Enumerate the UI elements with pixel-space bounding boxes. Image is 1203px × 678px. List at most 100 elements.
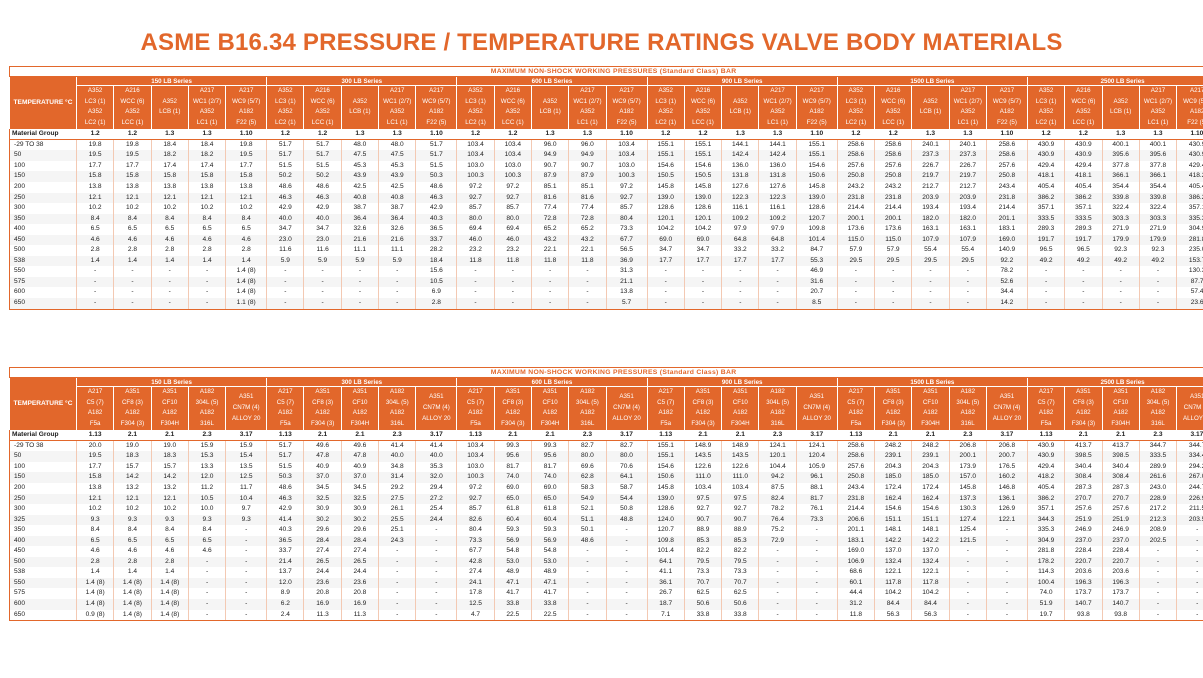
- pressure-cell: 60.1: [836, 577, 875, 589]
- pressure-cell: 155.1: [646, 139, 685, 151]
- pressure-cell: -: [1138, 266, 1177, 277]
- pressure-cell: -: [911, 287, 950, 299]
- pressure-cell: 128.6: [646, 203, 685, 214]
- pressure-cell: 11.8: [456, 255, 495, 267]
- pressure-cell: 17.7: [75, 160, 114, 172]
- pressure-cell: -: [1101, 298, 1140, 310]
- temperature-header: TEMPERATURE °C: [9, 76, 77, 129]
- pressure-cell: -: [415, 588, 457, 600]
- pressure-cell: 405.4: [1026, 483, 1065, 494]
- pressure-cell: -: [1064, 276, 1103, 288]
- pressure-cell: -: [1138, 276, 1177, 288]
- pressure-cell: -: [225, 535, 267, 547]
- pressure-cell: 72.8: [530, 213, 569, 225]
- pressure-cell: -: [1138, 599, 1177, 610]
- pressure-cell: 1.4 (8): [225, 287, 267, 299]
- pressure-cell: -: [1026, 287, 1065, 299]
- pressure-cell: 100.3: [456, 171, 495, 182]
- pressure-cell: 26.5: [303, 556, 342, 568]
- pressure-cell: 70.7: [683, 577, 722, 589]
- pressure-cell: -: [568, 567, 607, 578]
- pressure-cell: 13.8: [113, 182, 152, 193]
- pressure-cell: 47.8: [340, 451, 379, 462]
- pressure-cell: 246.9: [1064, 525, 1103, 536]
- pressure-cell: 62.8: [568, 472, 607, 483]
- pressure-cell: 6.5: [187, 224, 226, 235]
- table-row: 400 6.5 6.5 6.5 6.5-36.5 28.4 28.4 24.3-73.3 56.…: [9, 535, 1203, 547]
- material-group-value: 1.3: [151, 128, 189, 140]
- pressure-cell: 11.8: [493, 255, 532, 267]
- pressure-cell: 46.3: [266, 493, 304, 505]
- pressure-cell: 47.8: [303, 451, 342, 462]
- pressure-cell: 85.3: [683, 535, 722, 547]
- pressure-cell: -: [605, 588, 648, 600]
- pressure-cell: 196.3: [1101, 577, 1140, 589]
- pressure-cell: 386.2: [1064, 192, 1103, 204]
- pressure-cell: 203.6: [1064, 567, 1103, 578]
- pressure-cell: 26.5: [340, 556, 379, 568]
- pressure-cell: 2.8: [113, 556, 152, 568]
- pressure-cell: 54.8: [530, 546, 569, 557]
- pressure-cell: 27.2: [415, 493, 457, 505]
- pressure-cell: 132.4: [911, 556, 950, 568]
- pressure-cell: 103.0: [493, 160, 532, 172]
- pressure-cell: 18.2: [187, 150, 226, 161]
- pressure-cell: 15.6: [415, 266, 457, 277]
- series-header: 150 LB Series: [75, 76, 267, 86]
- pressure-cell: 214.4: [874, 203, 912, 214]
- pressure-cell: 140.7: [1101, 599, 1140, 610]
- pressure-cell: 48.8: [605, 514, 648, 526]
- pressure-cell: -: [1064, 298, 1103, 310]
- pressure-cell: -: [758, 556, 797, 568]
- pressure-cell: 87.9: [568, 171, 607, 182]
- pressure-cell: 10.2: [225, 203, 267, 214]
- pressure-cell: 13.8: [605, 287, 648, 299]
- pressure-cell: 130.3: [1176, 266, 1203, 277]
- pressure-cell: 289.3: [1064, 224, 1103, 235]
- pressure-cell: 257.6: [836, 461, 875, 473]
- pressure-cell: -: [1138, 567, 1177, 578]
- pressure-cell: 28.4: [303, 535, 342, 547]
- temperature-cell: 538: [14, 568, 26, 576]
- pressure-cell: 101.4: [795, 234, 838, 246]
- pressure-cell: 13.3: [187, 461, 226, 473]
- pressure-cell: 36.5: [266, 535, 304, 547]
- pressure-cell: 150.6: [646, 472, 685, 483]
- pressure-cell: 398.5: [1101, 451, 1140, 462]
- pressure-cell: 237.3: [911, 150, 950, 161]
- pressure-cell: 50.1: [568, 525, 607, 536]
- pressure-cell: 200.1: [874, 213, 912, 225]
- pressure-cell: 36.1: [646, 577, 685, 589]
- pressure-cell: -: [1026, 266, 1065, 277]
- table-row: 250 12.1 12.1 12.1 10.5 10.4 46.3 32.5 32.5 27.5 2…: [9, 493, 1203, 505]
- pressure-cell: 289.3: [1026, 224, 1065, 235]
- pressure-cell: 258.6: [985, 139, 1028, 151]
- pressure-cell: 418.2: [1026, 472, 1065, 483]
- material-group-value: 1.13: [76, 429, 114, 441]
- pressure-cell: 44.4: [836, 588, 875, 600]
- pressure-cell: 251.9: [1064, 514, 1103, 526]
- pressure-cell: 21.4: [266, 556, 304, 568]
- pressure-cell: 10.5: [415, 276, 457, 288]
- pressure-cell: 104.2: [683, 224, 722, 235]
- temperature-cell: 400: [14, 225, 26, 233]
- pressure-cell: 15.9: [225, 440, 267, 452]
- pressure-cell: -: [836, 266, 875, 277]
- pressure-cell: 413.7: [1101, 440, 1140, 452]
- pressure-cell: 124.0: [646, 514, 685, 526]
- pressure-cell: 13.8: [75, 483, 114, 494]
- pressure-cell: 1.4 (8): [225, 266, 267, 277]
- pressure-cell: 82.4: [758, 493, 797, 505]
- pressure-cell: 162.4: [911, 493, 950, 505]
- material-group-value: 1.2: [266, 128, 304, 140]
- pressure-cell: 430.9: [1176, 150, 1203, 161]
- pressure-cell: 105.9: [795, 461, 838, 473]
- pressure-cell: 74.0: [493, 472, 532, 483]
- pressure-cell: 82.2: [721, 546, 759, 557]
- material-header: A217 WC1 (2/7) A352 LC1 (1): [1138, 84, 1177, 129]
- pressure-cell: -: [456, 276, 495, 288]
- pressure-cell: 19.8: [113, 139, 152, 151]
- pressure-cell: 271.9: [1101, 224, 1140, 235]
- table-caption-row: MAXIMUM NON-SHOCK WORKING PRESSURES (Sta…: [8, 367, 1203, 378]
